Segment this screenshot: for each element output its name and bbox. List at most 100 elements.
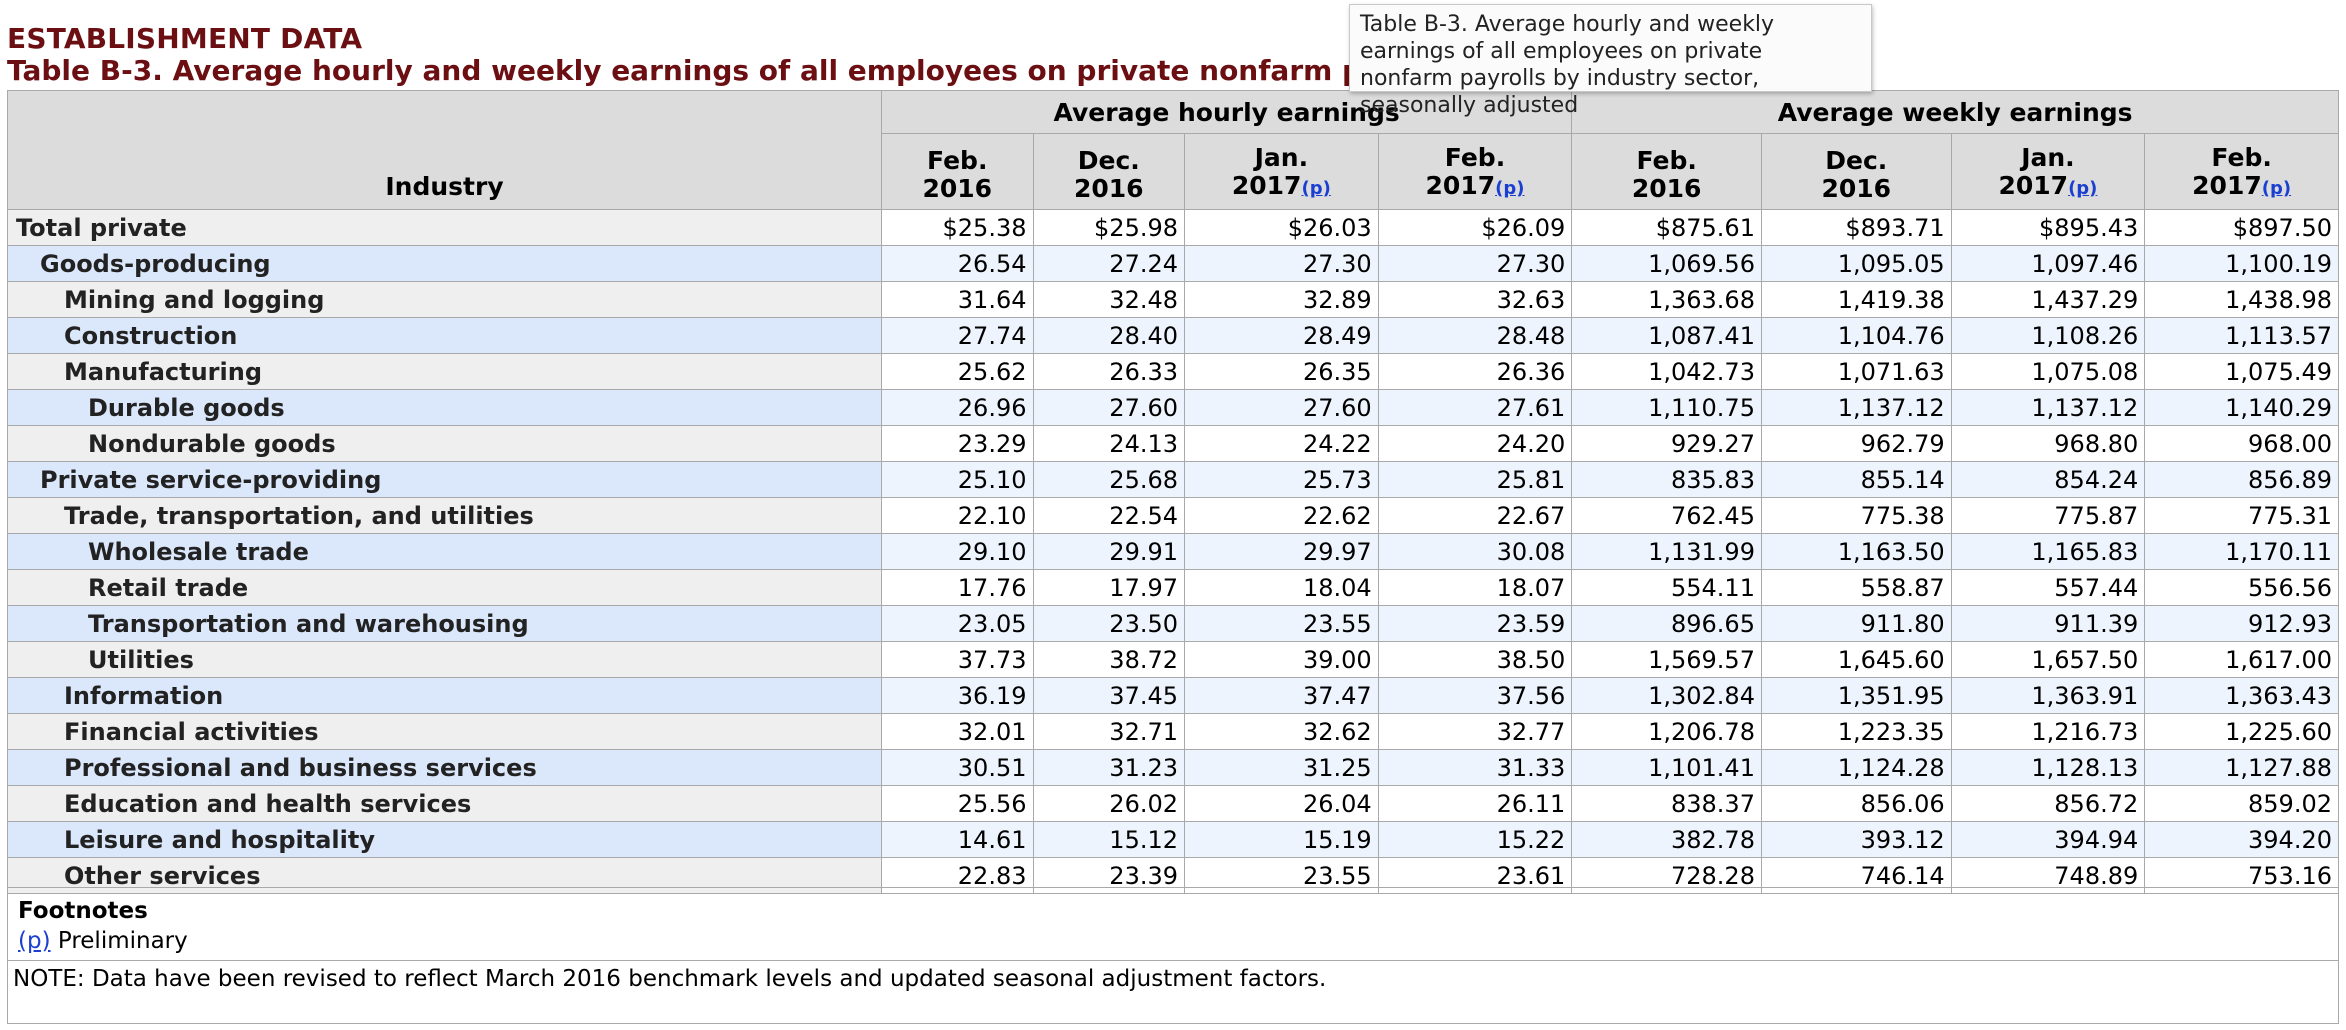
period-header: Feb. 2016 <box>880 133 1034 210</box>
table-cell: 558.87 <box>1760 569 1952 606</box>
table-cell: 856.89 <box>2144 461 2339 498</box>
table-cell: 32.71 <box>1032 713 1186 750</box>
table-cell: 1,113.57 <box>2144 317 2339 354</box>
table-cell: 394.20 <box>2144 821 2339 858</box>
preliminary-link[interactable]: (p) <box>2261 178 2292 199</box>
table-row: Financial activities 32.01 32.71 32.62 32.77… <box>7 713 2339 750</box>
table-cell: 31.23 <box>1032 749 1186 786</box>
table-cell: 1,100.19 <box>2144 245 2339 282</box>
table-cell: 32.01 <box>880 713 1034 750</box>
table-row: Trade, transportation, and utilities 22.1… <box>7 497 2339 534</box>
table-cell: 29.10 <box>880 533 1034 570</box>
earnings-table: Industry Average hourly earnings Average… <box>7 90 2339 894</box>
table-cell: 1,131.99 <box>1571 533 1762 570</box>
table-cell: 911.80 <box>1760 605 1952 642</box>
table-cell: 775.87 <box>1950 497 2146 534</box>
table-cell: 36.19 <box>880 677 1034 714</box>
table-row: Wholesale trade 29.10 29.91 29.97 30.08 1,131… <box>7 533 2339 570</box>
table-cell: 15.12 <box>1032 821 1186 858</box>
table-cell: 1,108.26 <box>1950 317 2146 354</box>
table-cell: 23.05 <box>880 605 1034 642</box>
table-cell: $26.09 <box>1377 209 1573 246</box>
table-cell: 22.62 <box>1184 497 1379 534</box>
industry-label: Durable goods <box>7 389 882 426</box>
table-cell: 24.13 <box>1032 425 1186 462</box>
table-cell: 1,657.50 <box>1950 641 2146 678</box>
table-cell: 1,351.95 <box>1760 677 1952 714</box>
table-cell: 554.11 <box>1571 569 1762 606</box>
table-cell: 32.89 <box>1184 281 1379 318</box>
table-cell: $875.61 <box>1571 209 1762 246</box>
table-cell: 18.04 <box>1184 569 1379 606</box>
table-cell: 1,363.43 <box>2144 677 2339 714</box>
table-cell: 37.45 <box>1032 677 1186 714</box>
table-cell: 775.38 <box>1760 497 1952 534</box>
period-month: Feb. <box>1636 146 1697 175</box>
footnotes: Footnotes (p) Preliminary NOTE: Data hav… <box>7 887 2339 1024</box>
table-cell: 1,128.13 <box>1950 749 2146 786</box>
footnote-p-link[interactable]: (p) <box>18 928 51 954</box>
industry-label: Transportation and warehousing <box>7 605 882 642</box>
table-cell: 1,095.05 <box>1760 245 1952 282</box>
table-cell: 26.04 <box>1184 785 1379 822</box>
table-row: Nondurable goods 23.29 24.13 24.22 24.20 929.… <box>7 425 2339 462</box>
table-cell: 22.10 <box>880 497 1034 534</box>
footnote-p-text: Preliminary <box>50 928 188 954</box>
period-header: Feb. 2017(p) <box>2144 133 2339 210</box>
table-cell: 856.06 <box>1760 785 1952 822</box>
table-cell: 1,165.83 <box>1950 533 2146 570</box>
table-cell: 23.59 <box>1377 605 1573 642</box>
table-cell: 1,071.63 <box>1760 353 1952 390</box>
preliminary-link[interactable]: (p) <box>1301 178 1331 199</box>
period-header: Jan. 2017(p) <box>1950 133 2146 210</box>
table-cell: 32.62 <box>1184 713 1379 750</box>
table-cell: 382.78 <box>1571 821 1762 858</box>
table-cell: 775.31 <box>2144 497 2339 534</box>
industry-column-header: Industry <box>7 90 882 210</box>
table-cell: 27.60 <box>1032 389 1186 426</box>
table-row: Durable goods 26.96 27.60 27.60 27.61 1,110.7… <box>7 389 2339 426</box>
preliminary-link[interactable]: (p) <box>2068 178 2098 199</box>
table-row: Mining and logging 31.64 32.48 32.89 32.63 1,… <box>7 281 2339 318</box>
table-cell: 1,170.11 <box>2144 533 2339 570</box>
table-cell: 25.68 <box>1032 461 1186 498</box>
industry-label: Education and health services <box>7 785 882 822</box>
table-cell: 29.91 <box>1032 533 1186 570</box>
table-cell: 1,302.84 <box>1571 677 1762 714</box>
table-row: Manufacturing 25.62 26.33 26.35 26.36 1,042.7… <box>7 353 2339 390</box>
industry-label: Private service-providing <box>7 461 882 498</box>
period-month: Feb. <box>2211 143 2272 172</box>
table-cell: 27.24 <box>1032 245 1186 282</box>
table-cell: 25.81 <box>1377 461 1573 498</box>
table-cell: 27.61 <box>1377 389 1573 426</box>
period-month: Dec. <box>1825 146 1888 175</box>
table-cell: 1,137.12 <box>1950 389 2146 426</box>
table-cell: 394.94 <box>1950 821 2146 858</box>
table-cell: $893.71 <box>1760 209 1952 246</box>
table-cell: 1,223.35 <box>1760 713 1952 750</box>
table-cell: 1,363.68 <box>1571 281 1762 318</box>
table-cell: 854.24 <box>1950 461 2146 498</box>
table-cell: $25.38 <box>880 209 1034 246</box>
industry-label: Total private <box>7 209 882 246</box>
table-cell: 968.80 <box>1950 425 2146 462</box>
table-cell: 855.14 <box>1760 461 1952 498</box>
table-cell: 1,225.60 <box>2144 713 2339 750</box>
period-year: 2017 <box>2192 171 2262 200</box>
period-header: Feb. 2016 <box>1571 133 1762 210</box>
table-cell: 1,075.49 <box>2144 353 2339 390</box>
table-cell: 929.27 <box>1571 425 1762 462</box>
industry-label: Manufacturing <box>7 353 882 390</box>
period-year: 2017 <box>1231 171 1302 200</box>
table-cell: 32.48 <box>1032 281 1186 318</box>
preliminary-link[interactable]: (p) <box>1495 178 1525 199</box>
section-label: ESTABLISHMENT DATA <box>7 22 363 55</box>
table-cell: 38.50 <box>1377 641 1573 678</box>
period-month: Dec. <box>1077 146 1140 175</box>
table-row: Leisure and hospitality 14.61 15.12 15.19 15… <box>7 821 2339 858</box>
table-cell: 1,124.28 <box>1760 749 1952 786</box>
table-cell: 1,069.56 <box>1571 245 1762 282</box>
table-cell: 37.56 <box>1377 677 1573 714</box>
table-cell: 23.55 <box>1184 605 1379 642</box>
industry-label: Leisure and hospitality <box>7 821 882 858</box>
